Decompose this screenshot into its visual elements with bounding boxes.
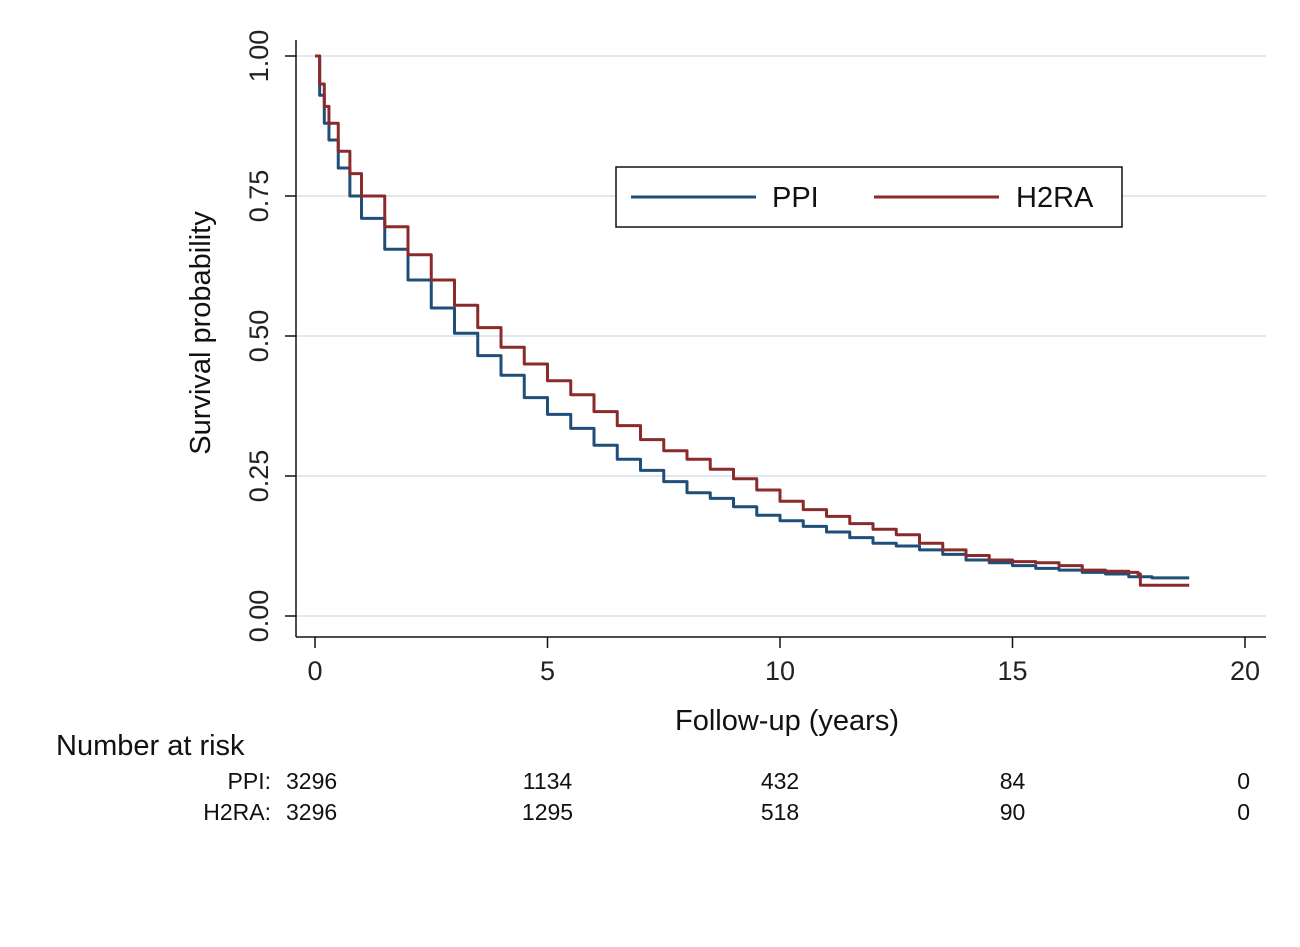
risk-value: 84	[1000, 768, 1026, 794]
risk-value: 0	[1237, 799, 1250, 825]
y-axis-title: Survival probability	[185, 211, 217, 455]
legend-label-ppi: PPI	[772, 182, 819, 214]
risk-value: 432	[761, 768, 799, 794]
legend-label-h2ra: H2RA	[1016, 182, 1094, 214]
risk-value: 3296	[286, 799, 337, 825]
risk-row-label: PPI:	[228, 768, 271, 794]
axes	[285, 40, 1266, 648]
y-tick-label: 1.00	[244, 30, 274, 83]
x-tick-labels: 0 5 10 15 20	[307, 656, 1260, 686]
x-tick-label: 20	[1230, 656, 1260, 686]
y-tick-label: 0.50	[244, 310, 274, 363]
risk-value: 518	[761, 799, 799, 825]
x-tick-label: 5	[540, 656, 555, 686]
y-tick-label: 0.25	[244, 450, 274, 503]
gridlines	[296, 55, 1266, 617]
x-tick-label: 15	[997, 656, 1027, 686]
y-tick-labels: 0.00 0.25 0.50 0.75 1.00	[244, 30, 274, 643]
x-axis-title: Follow-up (years)	[675, 705, 899, 737]
risk-table-heading: Number at risk	[56, 730, 245, 762]
risk-value: 1134	[523, 768, 573, 794]
series-line-h2ra	[315, 54, 1190, 587]
risk-value: 90	[1000, 799, 1026, 825]
y-tick-label: 0.75	[244, 170, 274, 223]
risk-table: Number at risk PPI: 3296 1134 432 84 0 H2RA: 32…	[56, 730, 1250, 825]
series-line-ppi	[315, 54, 1190, 580]
x-tick-label: 10	[765, 656, 795, 686]
risk-row-label: H2RA:	[203, 799, 271, 825]
risk-value: 0	[1237, 768, 1250, 794]
x-tick-label: 0	[307, 656, 322, 686]
risk-value: 1295	[522, 799, 573, 825]
legend-box	[615, 166, 1123, 228]
risk-value: 3296	[286, 768, 337, 794]
series-lines	[315, 54, 1190, 587]
y-tick-label: 0.00	[244, 590, 274, 643]
legend: PPI H2RA	[615, 166, 1123, 228]
